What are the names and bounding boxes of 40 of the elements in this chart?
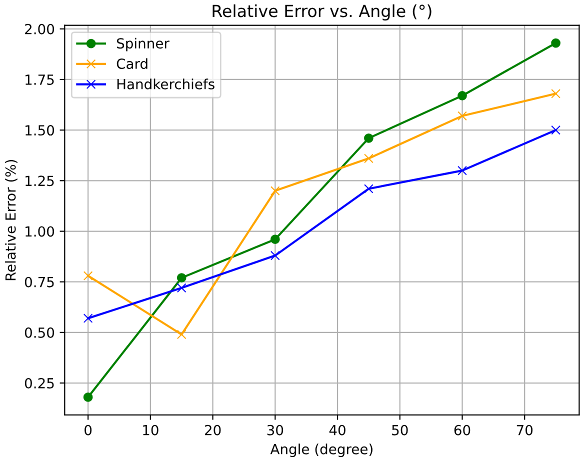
y-tick-label: 1.00 — [26, 226, 54, 237]
point — [176, 273, 186, 282]
x-tick-label: 0 — [84, 424, 92, 436]
x-tick-label: 70 — [516, 424, 533, 436]
chart-title: Relative Error vs. Angle (°) — [212, 4, 432, 20]
point — [551, 125, 560, 135]
y-tick-label: 0.75 — [24, 276, 54, 288]
x-tick-label: 20 — [204, 424, 221, 436]
point — [270, 186, 280, 196]
y-tick-label: 1.25 — [26, 176, 54, 186]
legend-label: Spinner — [116, 38, 170, 52]
point — [551, 38, 560, 48]
point — [364, 154, 374, 164]
x-tick-label: 40 — [329, 424, 346, 436]
point — [458, 111, 467, 121]
point — [270, 234, 280, 244]
point — [176, 330, 186, 340]
point — [270, 250, 280, 260]
point — [83, 392, 93, 402]
legend-label: Card — [116, 58, 148, 69]
point — [458, 166, 467, 176]
point — [176, 283, 186, 293]
x-tick-label: 60 — [454, 424, 470, 436]
y-tick-label: 1.50 — [26, 125, 54, 136]
x-tick-label: 10 — [143, 424, 158, 436]
x-axis-title: Angle (degree) — [270, 444, 372, 458]
y-tick-label: 2.00 — [25, 24, 54, 34]
point — [551, 88, 560, 98]
legend-label: Handkerchiefs — [117, 78, 214, 90]
x-tick-label: 50 — [392, 424, 408, 436]
y-tick-label: 0.25 — [24, 378, 54, 388]
y-tick-label: 1.75 — [26, 74, 54, 85]
x-tick-label: 30 — [267, 424, 284, 436]
point — [83, 314, 93, 323]
point — [364, 184, 374, 194]
point — [364, 133, 374, 143]
point — [83, 271, 93, 280]
y-axis-title: Relative Error (%) — [5, 160, 18, 280]
point — [458, 90, 467, 100]
y-tick-label: 0.50 — [24, 327, 54, 338]
